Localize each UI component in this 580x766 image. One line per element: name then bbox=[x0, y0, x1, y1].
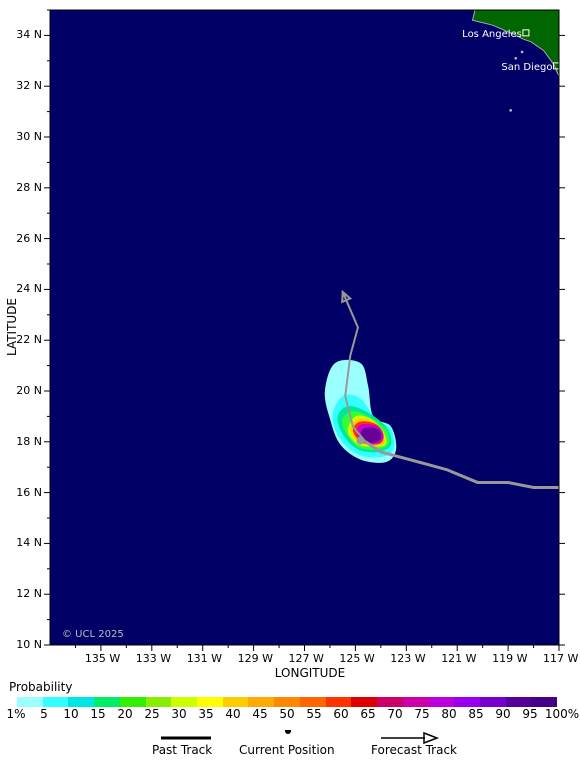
legend-color-swatch bbox=[171, 697, 198, 707]
city-marker-icon bbox=[522, 29, 530, 37]
legend-color-swatch bbox=[454, 697, 480, 707]
latitude-tick-label: 14 N bbox=[16, 536, 42, 550]
latitude-tick-label: 32 N bbox=[16, 79, 42, 93]
legend-value-label: 30 bbox=[171, 707, 187, 721]
legend-value-label: 35 bbox=[198, 707, 214, 721]
island bbox=[509, 109, 512, 112]
legend-value-label: 100% bbox=[544, 707, 580, 721]
latitude-tick-label: 28 N bbox=[16, 180, 42, 194]
track-key-symbols bbox=[161, 730, 440, 745]
probability-color-bar bbox=[17, 697, 558, 707]
legend-value-label: 45 bbox=[252, 707, 268, 721]
legend-value-label: 95 bbox=[522, 707, 538, 721]
latitude-axis-title: LATITUDE bbox=[5, 297, 19, 357]
legend-color-swatch bbox=[377, 697, 403, 707]
longitude-tick-label: 117 W bbox=[543, 652, 579, 665]
longitude-tick-label: 131 W bbox=[186, 652, 223, 665]
legend-value-label: 20 bbox=[117, 707, 133, 721]
latitude-tick-label: 24 N bbox=[16, 282, 42, 296]
legend-value-label: 75 bbox=[414, 707, 430, 721]
legend-value-label: 60 bbox=[333, 707, 349, 721]
legend-value-label: 55 bbox=[306, 707, 322, 721]
latitude-tick-label: 16 N bbox=[16, 485, 42, 499]
legend-color-swatch bbox=[119, 697, 146, 707]
probability-legend-title: Probability bbox=[9, 680, 73, 694]
map-frame bbox=[49, 9, 560, 646]
probability-legend-labels: 1% 5 10 15 20 25 30 35 40 45 50 55 60 65 70 75 80 85 90 95 1… bbox=[0, 707, 580, 723]
legend-color-swatch bbox=[222, 697, 249, 707]
latitude-tick-label: 10 N bbox=[16, 638, 42, 651]
legend-color-swatch bbox=[351, 697, 378, 707]
legend-value-label: 50 bbox=[279, 707, 295, 721]
legend-value-label: 80 bbox=[441, 707, 457, 721]
latitude-tick-label: 26 N bbox=[16, 231, 42, 245]
legend-color-swatch bbox=[299, 697, 326, 707]
legend-color-swatch bbox=[68, 697, 95, 707]
forecast-track-line bbox=[341, 291, 367, 443]
city-label: Los Angeles bbox=[462, 29, 522, 40]
island bbox=[514, 56, 518, 60]
probability-contour-90 bbox=[360, 427, 382, 443]
legend-color-swatch bbox=[197, 697, 223, 707]
legend-color-swatch bbox=[479, 697, 506, 707]
legend-value-label: 85 bbox=[468, 707, 484, 721]
latitude-tick-label: 30 N bbox=[16, 130, 42, 143]
longitude-tick-label: 133 W bbox=[135, 652, 172, 665]
legend-color-swatch bbox=[402, 697, 429, 707]
legend-value-label: 40 bbox=[225, 707, 241, 721]
latitude-tick-label: 18 N bbox=[16, 434, 42, 448]
island bbox=[520, 50, 524, 54]
legend-value-label: 70 bbox=[387, 707, 403, 721]
latitude-tick-label: 20 N bbox=[16, 384, 42, 397]
longitude-tick-label: 129 W bbox=[237, 652, 273, 665]
current-position-label: Current Position bbox=[239, 743, 335, 757]
legend-value-label: 5 bbox=[40, 707, 48, 721]
longitude-tick-label: 127 W bbox=[288, 652, 324, 665]
legend-value-label: 90 bbox=[495, 707, 511, 721]
storm-track bbox=[341, 289, 559, 490]
legend-color-swatch bbox=[531, 697, 558, 707]
legend-value-label: 10 bbox=[63, 707, 79, 721]
legend-color-swatch bbox=[17, 697, 43, 707]
latitude-tick-label: 12 N bbox=[16, 587, 42, 601]
legend-color-swatch bbox=[505, 697, 532, 707]
current-position-marker bbox=[356, 436, 365, 445]
legend-color-swatch bbox=[274, 697, 300, 707]
forecast-track-label: Forecast Track bbox=[371, 743, 457, 757]
legend-color-swatch bbox=[428, 697, 455, 707]
longitude-tick-label: 125 W bbox=[339, 652, 375, 665]
legend-color-swatch bbox=[94, 697, 120, 707]
current-position-symbol bbox=[285, 730, 291, 734]
longitude-tick-label: 123 W bbox=[390, 652, 426, 665]
legend-value-label: 15 bbox=[90, 707, 106, 721]
legend-value-label: 1% bbox=[6, 707, 26, 721]
latitude-tick-label: 34 N bbox=[16, 28, 42, 42]
city-label: San Diego bbox=[501, 62, 552, 73]
latitude-tick-label: 22 N bbox=[16, 333, 42, 347]
ocean-area bbox=[50, 10, 559, 645]
copyright-text: © UCL 2025 bbox=[62, 629, 124, 640]
longitude-tick-label: 121 W bbox=[441, 652, 477, 665]
legend-value-label: 65 bbox=[360, 707, 376, 721]
longitude-axis-title: LONGITUDE bbox=[274, 666, 346, 680]
legend-color-swatch bbox=[248, 697, 275, 707]
legend-color-swatch bbox=[145, 697, 172, 707]
forecast-arrow-icon bbox=[423, 731, 440, 745]
legend-color-swatch bbox=[325, 697, 352, 707]
legend-value-label: 25 bbox=[144, 707, 160, 721]
forecast-arrow-icon bbox=[341, 289, 353, 304]
past-track-line bbox=[364, 440, 559, 490]
longitude-tick-label: 135 W bbox=[84, 652, 121, 665]
legend-color-swatch bbox=[42, 697, 69, 707]
past-track-label: Past Track bbox=[152, 743, 213, 757]
longitude-tick-label: 119 W bbox=[492, 652, 528, 665]
